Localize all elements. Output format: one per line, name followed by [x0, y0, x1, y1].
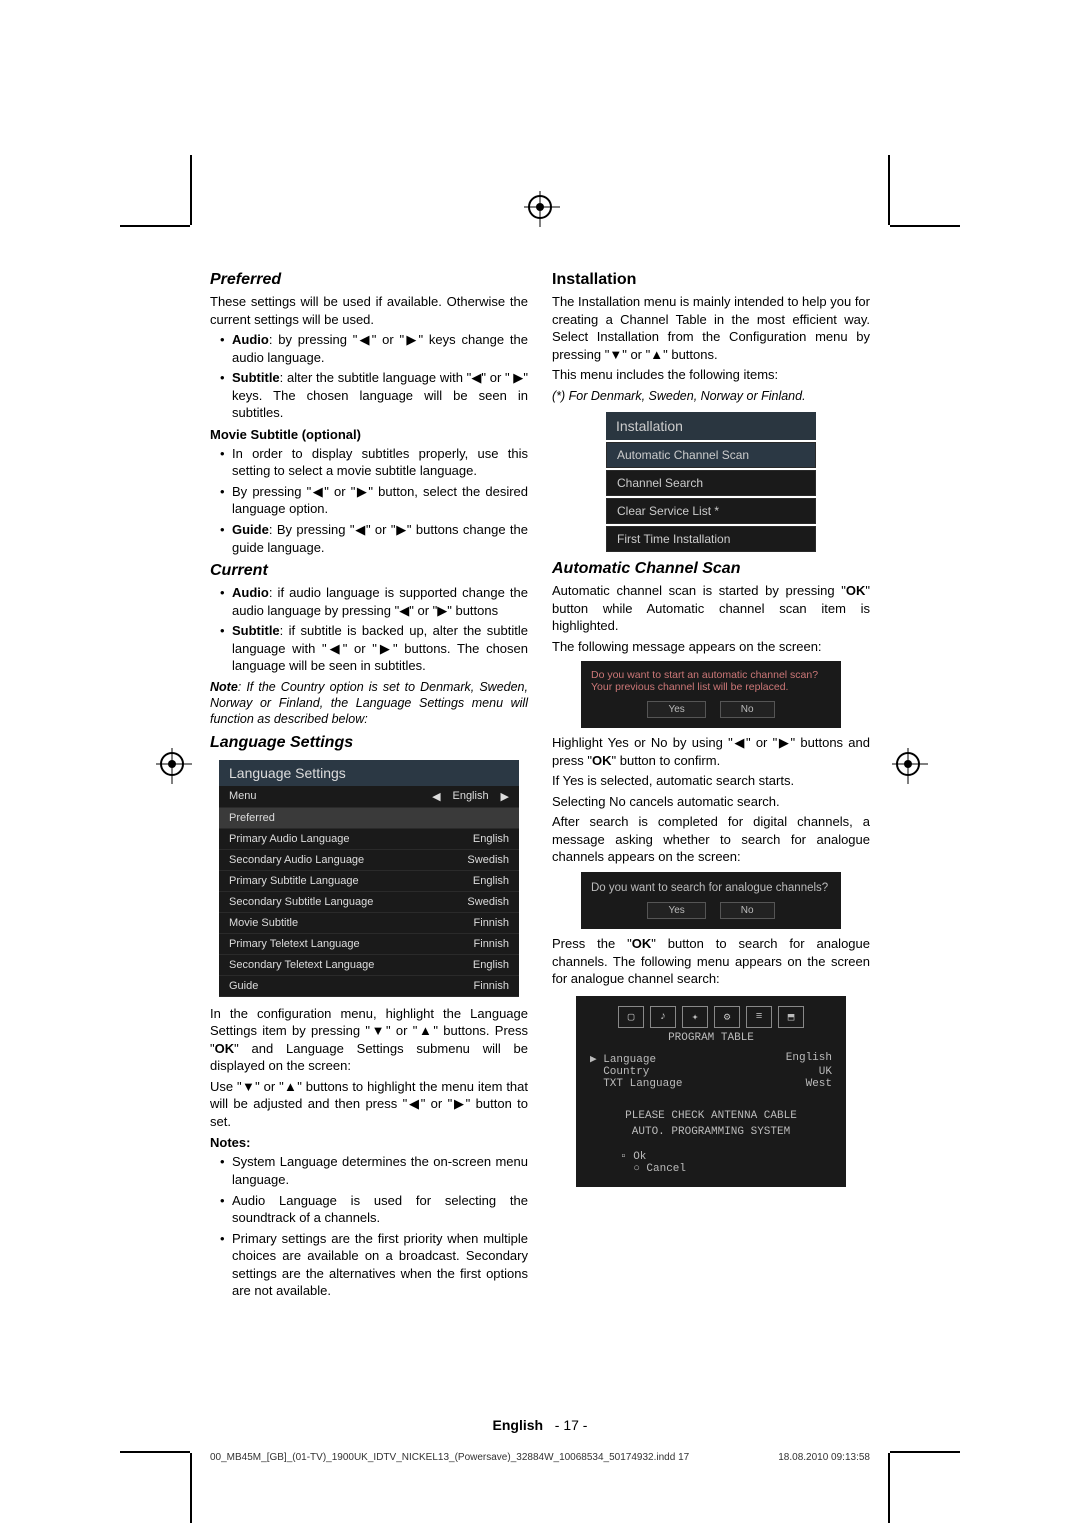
crop-mark: [890, 1451, 960, 1453]
menu-row: Secondary Teletext LanguageEnglish: [219, 955, 519, 976]
file-path: 00_MB45M_[GB]_(01-TV)_1900UK_IDTV_NICKEL…: [210, 1452, 689, 1463]
preferred-intro: These settings will be used if available…: [210, 293, 528, 328]
movie-bullet-2: By pressing "◀" or "▶" button, select th…: [220, 483, 528, 518]
menu-row: Movie SubtitleFinnish: [219, 913, 519, 934]
installation-menu: Installation Automatic Channel Scan Chan…: [606, 412, 816, 552]
config-para-2: Use "▼" or "▲" buttons to highlight the …: [210, 1078, 528, 1131]
registration-mark: [160, 752, 184, 776]
language-settings-heading: Language Settings: [210, 734, 528, 752]
menu-row: Primary Teletext LanguageFinnish: [219, 934, 519, 955]
note-bullet-1: System Language determines the on-screen…: [220, 1153, 528, 1188]
movie-bullet-1: In order to display subtitles properly, …: [220, 445, 528, 480]
install-menu-row: Clear Service List *: [606, 498, 816, 524]
print-timestamp: 18.08.2010 09:13:58: [778, 1452, 870, 1463]
note-bullet-3: Primary settings are the first priority …: [220, 1230, 528, 1300]
yes-button[interactable]: Yes: [647, 701, 705, 718]
acs-para-2: The following message appears on the scr…: [552, 638, 870, 656]
notes-heading: Notes:: [210, 1135, 528, 1150]
dialog-text: Do you want to search for analogue chann…: [591, 882, 831, 894]
acs-heading: Automatic Channel Scan: [552, 560, 870, 578]
acs-para-3: Highlight Yes or No by using "◀" or "▶" …: [552, 734, 870, 769]
triangle-right-icon: ▶: [501, 790, 509, 803]
analog-row: ▶ LanguageEnglish: [590, 1052, 832, 1066]
install-para-2: This menu includes the following items:: [552, 366, 870, 384]
crop-mark: [120, 1451, 190, 1453]
registration-mark: [896, 752, 920, 776]
install-icon: ⬒: [778, 1006, 804, 1028]
analogue-program-table: ▢ ♪ ✦ ⚙ ≡ ⬒ PROGRAM TABLE ▶ LanguageEngl…: [576, 996, 846, 1187]
menu-row: Secondary Audio LanguageSwedish: [219, 850, 519, 871]
install-menu-row: First Time Installation: [606, 526, 816, 552]
current-subtitle-bullet: Subtitle: if subtitle is backed up, alte…: [220, 622, 528, 675]
acs-para-6: After search is completed for digital ch…: [552, 813, 870, 866]
crop-mark: [888, 1453, 890, 1523]
left-column: Preferred These settings will be used if…: [210, 265, 528, 1303]
registration-mark: [528, 195, 552, 219]
tv-icon: ▢: [618, 1006, 644, 1028]
menu-row: Secondary Subtitle LanguageSwedish: [219, 892, 519, 913]
no-button[interactable]: No: [720, 902, 775, 919]
music-icon: ♪: [650, 1006, 676, 1028]
analogue-search-dialog: Do you want to search for analogue chann…: [581, 872, 841, 929]
preferred-heading: Preferred: [210, 271, 528, 289]
acs-para-7: Press the "OK" button to search for anal…: [552, 935, 870, 988]
audio-bullet: Audio: by pressing "◀" or "▶" keys chang…: [220, 331, 528, 366]
install-menu-title: Installation: [606, 412, 816, 440]
installation-heading: Installation: [552, 271, 870, 289]
note-bullet-2: Audio Language is used for selecting the…: [220, 1192, 528, 1227]
crop-mark: [190, 1453, 192, 1523]
menu-row: Primary Subtitle LanguageEnglish: [219, 871, 519, 892]
feature-icon: ✦: [682, 1006, 708, 1028]
menu-row: Primary Audio LanguageEnglish: [219, 829, 519, 850]
language-settings-menu: Language Settings Menu ◀ English ▶ Prefe…: [219, 760, 519, 997]
dialog-text: Do you want to start an automatic channe…: [591, 669, 831, 693]
crop-mark: [888, 155, 890, 225]
current-heading: Current: [210, 562, 528, 580]
country-note: NoteNote: If the Country option is set t…: [210, 679, 528, 728]
install-menu-row: Channel Search: [606, 470, 816, 496]
crop-mark: [890, 225, 960, 227]
acs-para-5: Selecting No cancels automatic search.: [552, 793, 870, 811]
right-column: Installation The Installation menu is ma…: [552, 265, 870, 1303]
analog-row: TXT LanguageWest: [590, 1078, 832, 1090]
movie-subtitle-heading: Movie Subtitle (optional): [210, 427, 528, 442]
acs-para-1: Automatic channel scan is started by pre…: [552, 582, 870, 635]
analog-ok: ▫ Ok: [590, 1151, 832, 1163]
print-metadata: 00_MB45M_[GB]_(01-TV)_1900UK_IDTV_NICKEL…: [210, 1452, 870, 1463]
subtitle-bullet: Subtitle: alter the subtitle language wi…: [220, 369, 528, 422]
acs-para-4: If Yes is selected, automatic search sta…: [552, 772, 870, 790]
guide-bullet: Guide: By pressing "◀" or "▶" buttons ch…: [220, 521, 528, 556]
menu-title: Language Settings: [219, 760, 519, 786]
menu-row: Menu ◀ English ▶: [219, 786, 519, 808]
page-footer: English - 17 -: [0, 1417, 1080, 1433]
list-icon: ≡: [746, 1006, 772, 1028]
install-country-note: (*) For Denmark, Sweden, Norway or Finla…: [552, 388, 870, 404]
analog-message: PLEASE CHECK ANTENNA CABLE AUTO. PROGRAM…: [590, 1108, 832, 1141]
menu-pref-header: Preferred: [219, 808, 519, 829]
auto-scan-dialog: Do you want to start an automatic channe…: [581, 661, 841, 728]
analog-row: CountryUK: [590, 1066, 832, 1078]
no-button[interactable]: No: [720, 701, 775, 718]
analog-cancel: ○ Cancel: [590, 1163, 832, 1175]
crop-mark: [190, 155, 192, 225]
menu-row: GuideFinnish: [219, 976, 519, 997]
program-table-title: PROGRAM TABLE: [590, 1032, 832, 1044]
install-para-1: The Installation menu is mainly intended…: [552, 293, 870, 363]
yes-button[interactable]: Yes: [647, 902, 705, 919]
config-para-1: In the configuration menu, highlight the…: [210, 1005, 528, 1075]
triangle-left-icon: ◀: [432, 790, 440, 803]
crop-mark: [120, 225, 190, 227]
settings-icon: ⚙: [714, 1006, 740, 1028]
current-audio-bullet: Audio: if audio language is supported ch…: [220, 584, 528, 619]
install-menu-row: Automatic Channel Scan: [606, 442, 816, 468]
